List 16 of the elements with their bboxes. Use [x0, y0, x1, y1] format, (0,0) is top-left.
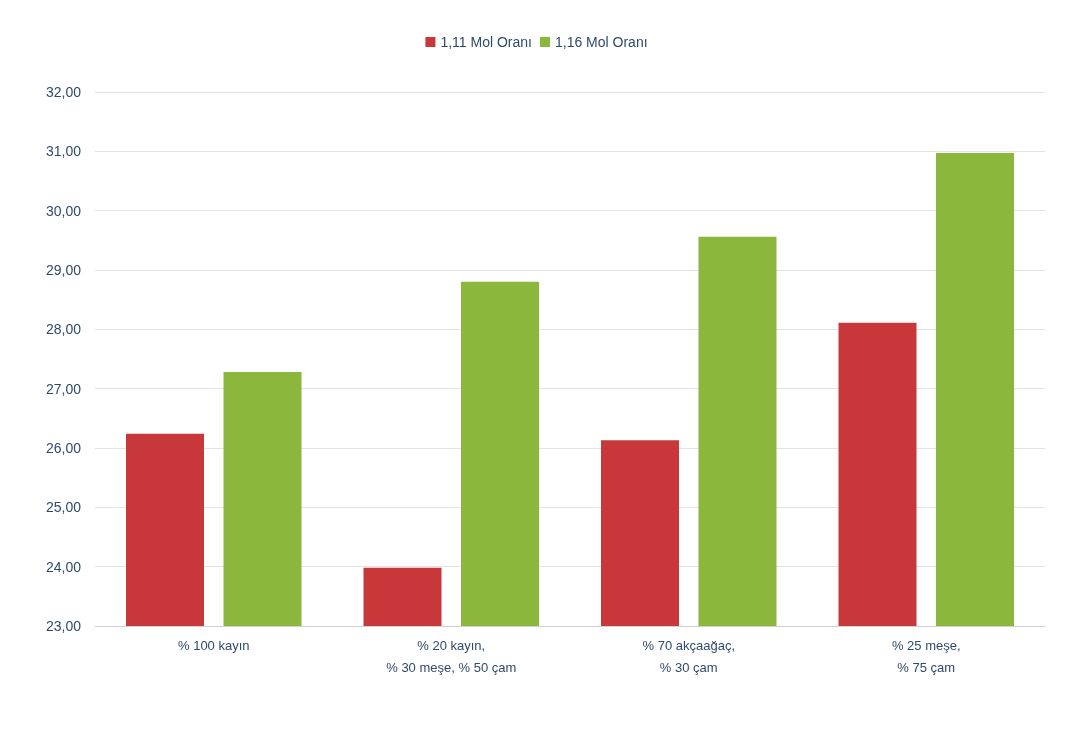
x-tick-label: % 100 kayın: [177, 637, 250, 653]
x-tick-label: % 25 meşe, % 75 çam: [891, 637, 961, 675]
x-tick-label: % 20 kayın, % 30 meşe, % 50 çam: [386, 637, 517, 675]
y-tick-label: 26,00: [45, 440, 82, 456]
y-tick-label: 32,00: [45, 84, 82, 100]
y-tick-label: 28,00: [45, 321, 82, 338]
y-tick-label: 23,00: [45, 618, 82, 634]
y-tick-label: 24,00: [45, 558, 82, 575]
y-tick-label: 27,00: [45, 380, 82, 397]
y-tick-label: 25,00: [45, 499, 82, 516]
y-tick-label: 31,00: [45, 143, 82, 160]
legend-label: 1,11 Mol Oranı: [440, 34, 532, 50]
x-tick-label: % 70 akçaağaç, % 30 çam: [642, 637, 736, 675]
y-tick-label: 30,00: [45, 202, 82, 219]
y-tick-label: 29,00: [45, 262, 82, 278]
legend-label: 1,16 Mol Oranı: [554, 34, 648, 50]
